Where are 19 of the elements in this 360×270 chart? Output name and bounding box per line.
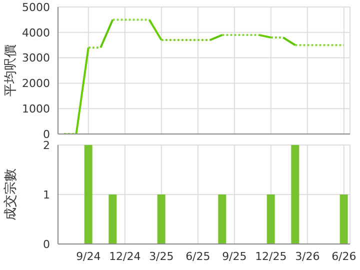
x-tick-label: 9/24: [76, 250, 101, 263]
y-tick-label: 2000: [22, 77, 50, 90]
x-tick-label: 6/25: [186, 250, 210, 263]
y-tick-label: 0: [43, 128, 50, 141]
x-tick-label: 9/25: [222, 250, 247, 263]
x-tick-label: 3/26: [295, 250, 320, 263]
y-tick-label: 4000: [22, 26, 50, 40]
y-tick-label: 1: [43, 188, 50, 202]
x-tick-label: 12/24: [109, 250, 141, 263]
y-tick-label: 5000: [22, 0, 50, 14]
y-tick-label: 1000: [22, 102, 50, 116]
y-axis-title: 成交宗數: [2, 168, 19, 220]
x-tick-label: 3/25: [149, 250, 174, 263]
y-axis-title: 平均呎價: [4, 44, 19, 96]
x-tick-label: 12/25: [255, 250, 287, 263]
y-tick-label: 3000: [22, 52, 50, 65]
y-tick-label: 0: [43, 238, 50, 251]
x-tick-label: 6/26: [332, 250, 356, 263]
y-tick-label: 2: [43, 138, 50, 152]
